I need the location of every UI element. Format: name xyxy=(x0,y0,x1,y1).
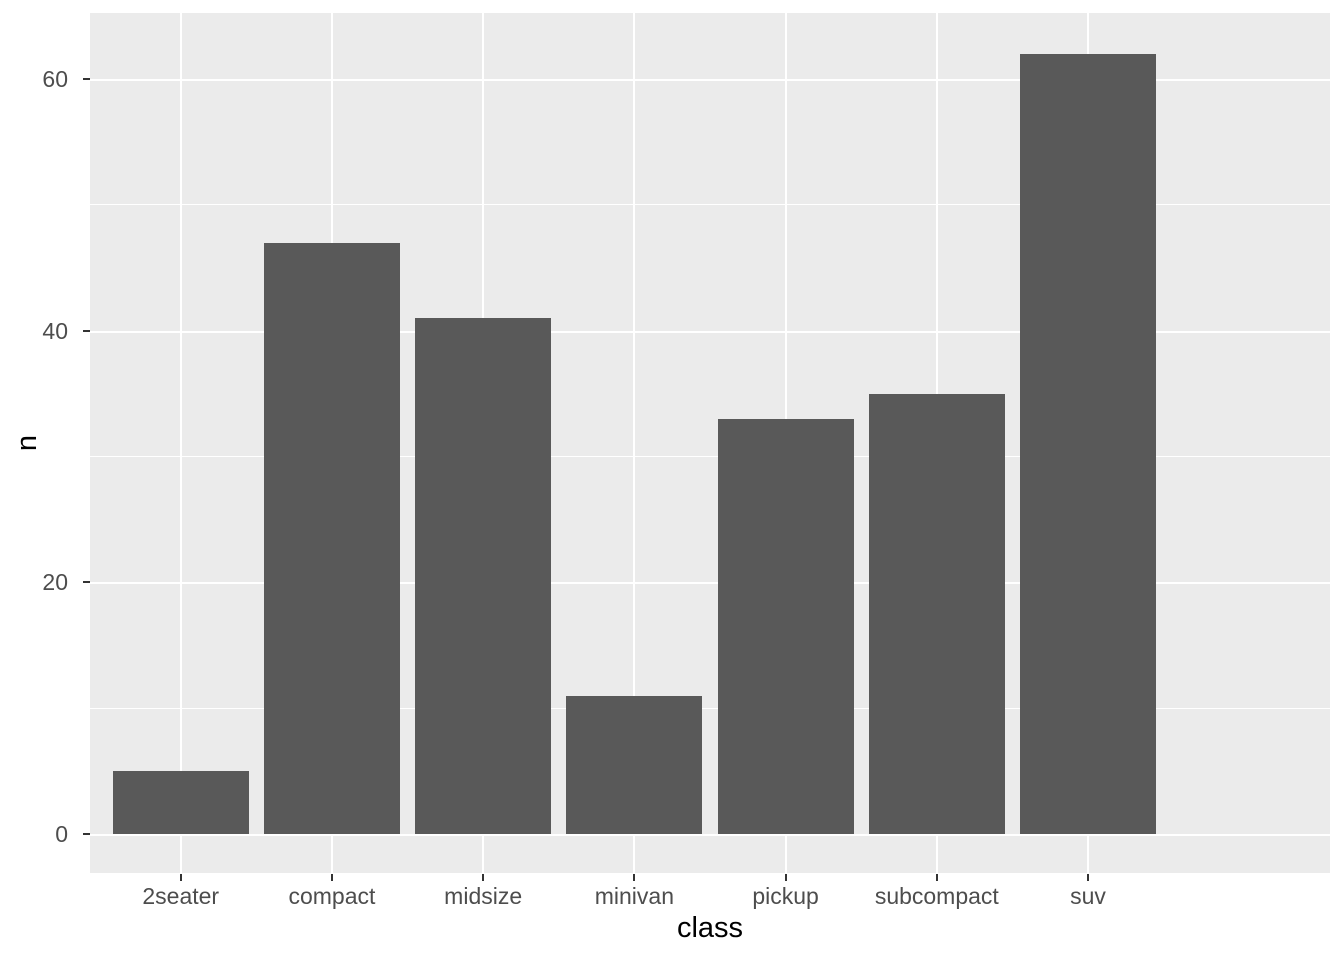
bar-suv xyxy=(1020,53,1157,834)
x-tick-label: 2seater xyxy=(142,883,220,909)
y-tick-mark xyxy=(83,77,90,80)
x-tick-label: subcompact xyxy=(874,883,999,909)
x-tick-label: midsize xyxy=(444,883,523,909)
y-axis-title: n xyxy=(11,434,43,452)
y-tick-mark xyxy=(83,581,90,584)
gridline-major-y xyxy=(90,78,1330,81)
bar-compact xyxy=(263,242,400,834)
plot-panel xyxy=(90,13,1330,873)
x-tick-mark xyxy=(935,874,938,881)
x-tick-mark xyxy=(784,874,787,881)
x-tick-mark xyxy=(482,874,485,881)
x-tick-label: suv xyxy=(1070,883,1106,909)
y-tick-label: 40 xyxy=(42,317,68,344)
x-axis-title: class xyxy=(676,912,744,944)
gridline-minor-y xyxy=(90,204,1330,206)
bar-pickup xyxy=(717,418,854,834)
gridline-major-y xyxy=(90,833,1330,836)
x-tick-mark xyxy=(330,874,333,881)
gridline-major-x xyxy=(633,13,636,873)
y-tick-label: 60 xyxy=(42,65,68,92)
bar-minivan xyxy=(566,695,703,834)
x-tick-label: compact xyxy=(288,883,376,909)
gridline-minor-y xyxy=(90,455,1330,457)
x-tick-mark xyxy=(1087,874,1090,881)
y-tick-mark xyxy=(83,329,90,332)
y-tick-label: 0 xyxy=(55,820,68,847)
bar-subcompact xyxy=(868,393,1005,834)
x-tick-label: pickup xyxy=(752,883,819,909)
x-tick-mark xyxy=(179,874,182,881)
gridline-minor-y xyxy=(90,707,1330,709)
gridline-major-y xyxy=(90,582,1330,585)
bar-midsize xyxy=(415,318,552,834)
x-tick-label: minivan xyxy=(594,883,674,909)
y-tick-label: 20 xyxy=(42,569,68,596)
bar-2seater xyxy=(112,771,249,834)
y-tick-mark xyxy=(83,832,90,835)
x-tick-mark xyxy=(633,874,636,881)
gridline-major-x xyxy=(179,13,182,873)
gridline-major-y xyxy=(90,330,1330,333)
